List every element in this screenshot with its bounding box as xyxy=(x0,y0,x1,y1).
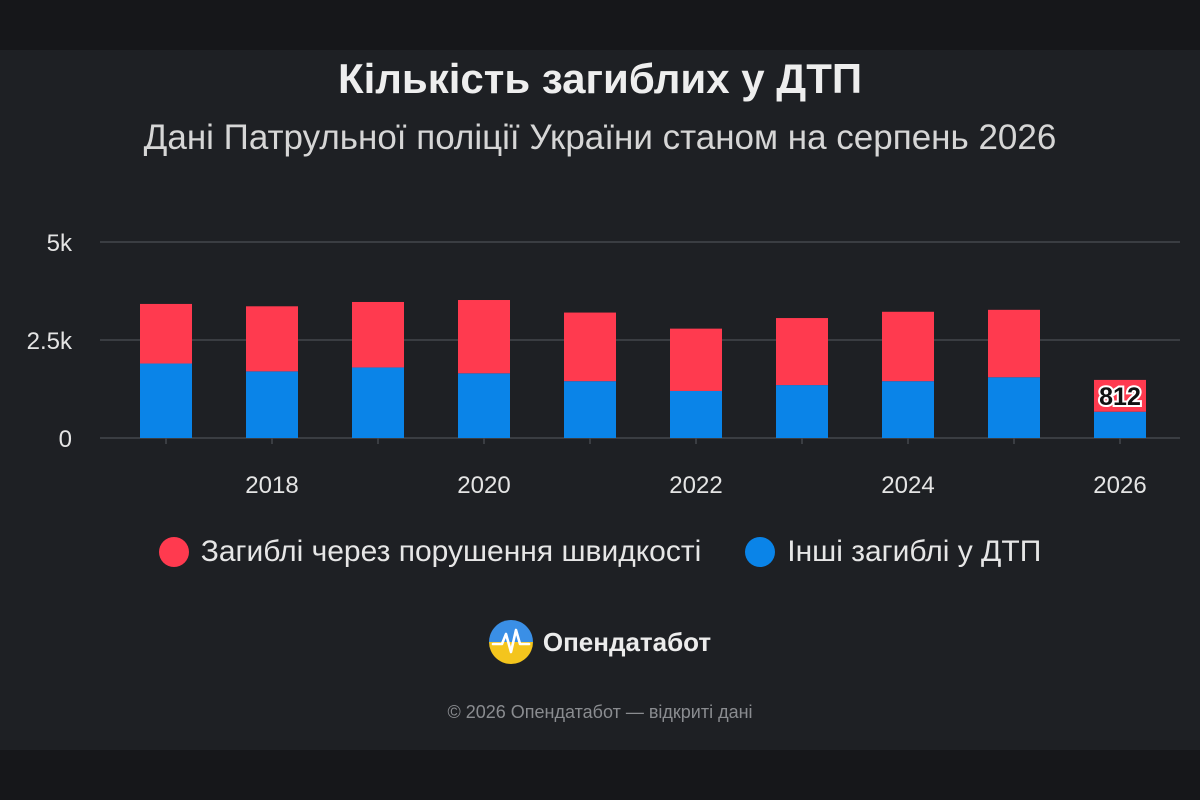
bars-layer xyxy=(140,300,1146,438)
x-tick-label: 2022 xyxy=(669,472,722,499)
legend-item-speed[interactable]: Загиблі через порушення швидкості xyxy=(158,535,702,569)
bottom-vignette xyxy=(0,750,1200,800)
bar-other-2021 xyxy=(564,381,616,438)
legend-label-speed: Загиблі через порушення швидкості xyxy=(200,535,702,568)
heartbeat-logo-icon xyxy=(488,620,533,664)
bar-other-2019 xyxy=(352,367,404,438)
bar-speed-2017 xyxy=(140,303,192,364)
legend-dot-speed xyxy=(158,537,189,567)
legend-dot-other xyxy=(745,537,776,567)
legend-label-other: Інші загиблі у ДТП xyxy=(787,535,1042,568)
y-tick-label: 0 xyxy=(59,426,72,453)
chart-subtitle: Дані Патрульної поліції України станом н… xyxy=(143,118,1057,157)
data-label: 812 xyxy=(1099,383,1141,411)
copyright: © 2026 Опендатабот — відкриті дані xyxy=(447,702,753,722)
bar-speed-2024 xyxy=(882,311,934,382)
bar-other-2025 xyxy=(988,377,1040,438)
chart-title: Кількість загиблих у ДТП xyxy=(337,55,863,102)
x-tick-label: 2018 xyxy=(245,472,298,499)
bar-other-2022 xyxy=(670,390,722,438)
bar-speed-2026 xyxy=(1094,379,1146,412)
brand-name: Опендатабот xyxy=(542,626,712,657)
bar-speed-2022 xyxy=(670,328,722,391)
bar-other-2023 xyxy=(776,385,828,438)
labels-layer: 0 2.5k 5k 2018 2020 2022 2024 2026 812 xyxy=(27,230,1147,499)
bar-other-2018 xyxy=(246,371,298,438)
bar-speed-2020 xyxy=(458,300,510,374)
bar-other-2026 xyxy=(1094,411,1146,438)
y-tick-label: 5k xyxy=(47,230,73,257)
x-tick-label: 2026 xyxy=(1093,472,1146,499)
bar-other-2017 xyxy=(140,363,192,438)
legend-item-other[interactable]: Інші загиблі у ДТП xyxy=(745,535,1041,569)
bar-speed-2025 xyxy=(988,309,1040,378)
brand: Опендатабот xyxy=(0,620,1200,664)
bar-other-2024 xyxy=(882,381,934,438)
x-tick-label: 2024 xyxy=(881,472,934,499)
bar-other-2020 xyxy=(458,373,510,438)
top-vignette xyxy=(0,0,1200,50)
bar-speed-2018 xyxy=(246,306,298,372)
y-tick-label: 2.5k xyxy=(27,328,73,355)
legend: Загиблі через порушення швидкості Інші з… xyxy=(0,535,1200,569)
x-tick-label: 2020 xyxy=(457,472,510,499)
bar-chart: 0 2.5k 5k 2018 2020 2022 2024 2026 812 xyxy=(27,230,1180,499)
bar-speed-2021 xyxy=(564,312,616,382)
bar-speed-2023 xyxy=(776,318,828,386)
bar-speed-2019 xyxy=(352,301,404,368)
